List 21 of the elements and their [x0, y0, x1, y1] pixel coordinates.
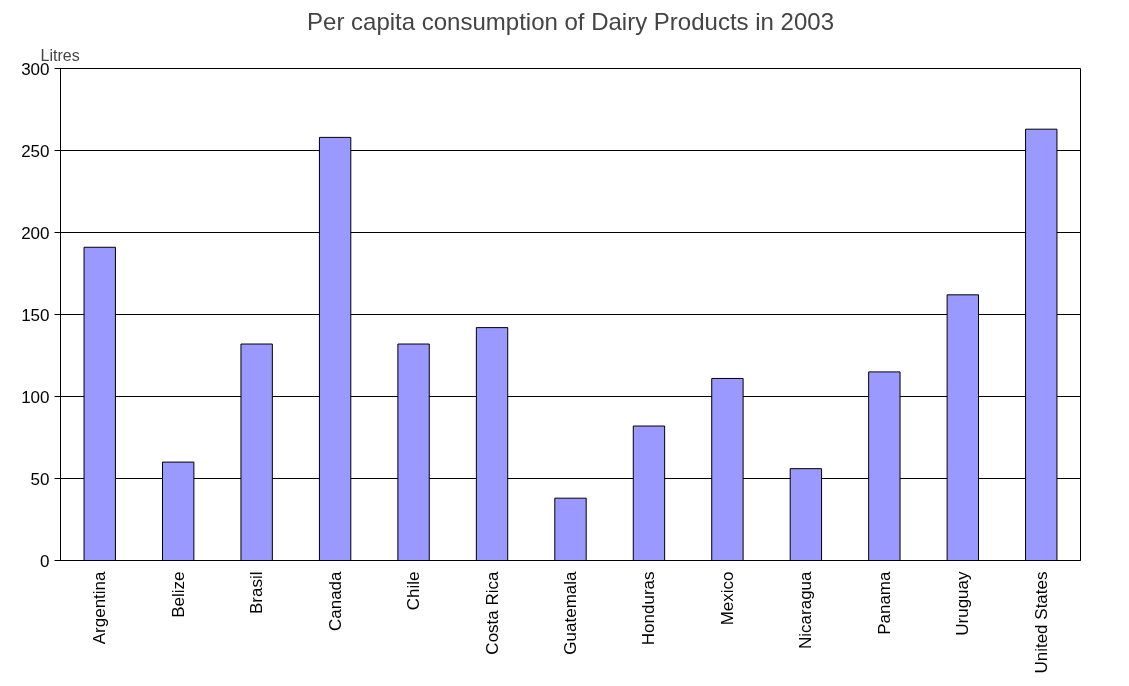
y-tick-label: 50 [30, 469, 50, 489]
x-tick-label: Panama [874, 570, 894, 635]
y-tick-label: 0 [40, 551, 50, 571]
y-tick-label: 100 [21, 387, 50, 407]
y-axis-title: Litres [40, 46, 80, 64]
x-tick-label: Belize [168, 571, 188, 618]
x-tick-label: Chile [404, 571, 424, 611]
y-tick-label: 150 [21, 305, 50, 325]
y-tick-label: 250 [21, 141, 50, 161]
x-tick-label: Argentina [90, 570, 110, 645]
x-tick-label: Guatemala [561, 570, 580, 655]
x-tick-label: Canada [325, 570, 345, 632]
x-tick-label: Brasil [247, 571, 267, 615]
y-tick-label: 200 [21, 223, 50, 243]
x-tick-label: Mexico [717, 571, 737, 626]
x-tick-label: Nicaragua [796, 570, 816, 649]
x-tick-label: Honduras [639, 571, 659, 646]
x-tick-label: Uruguay [953, 571, 973, 636]
x-tick-label: United States [1031, 571, 1051, 674]
x-tick-label: Costa Rica [482, 570, 502, 655]
chart-title: Per capita consumption of Dairy Products in 2003 [307, 7, 834, 35]
